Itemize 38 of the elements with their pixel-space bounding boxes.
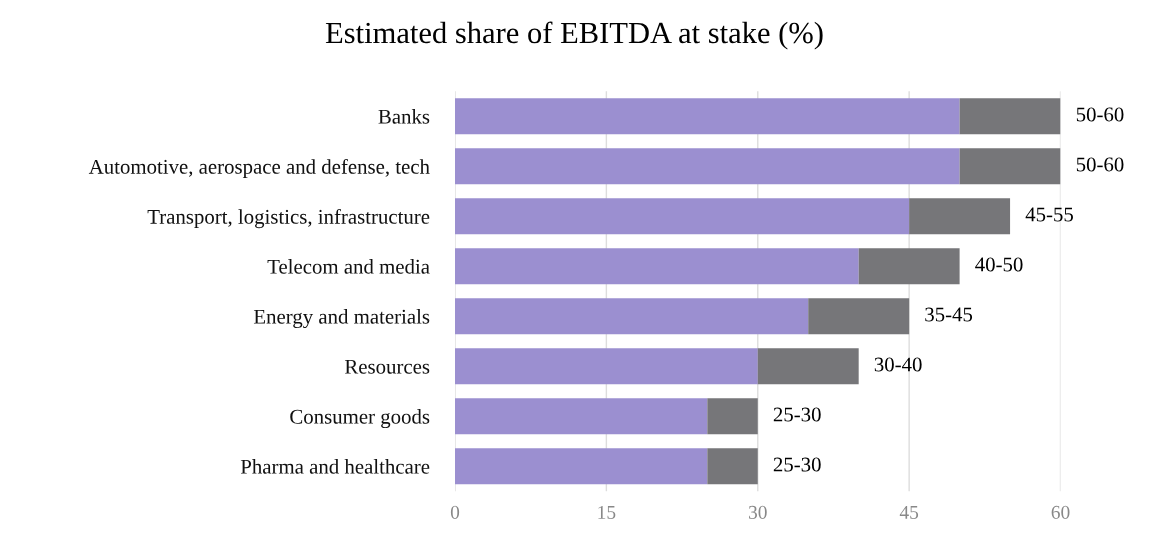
bar [707,448,758,485]
y-tick-label: Resources [344,359,430,374]
bar [455,248,859,285]
total-label: 25-30 [773,407,821,422]
bar [455,98,960,135]
y-tick-label: Banks [378,109,430,124]
bar [455,148,960,185]
bar [858,248,960,285]
bar [455,348,758,385]
bar [909,198,1011,235]
total-label: 30-40 [874,357,922,372]
bar [959,98,1061,135]
bar [959,148,1061,185]
x-tick-label: 0 [450,505,460,519]
y-tick-label: Transport, logistics, infrastructure [147,208,430,229]
total-label: 50-60 [1076,157,1124,172]
bar [707,398,758,435]
total-label: 40-50 [975,257,1023,272]
x-tick-label: 15 [598,505,616,519]
bar [455,448,708,485]
y-tick-label: Automotive, aerospace and defense, tech [88,158,430,179]
total-label: 45-55 [1025,207,1073,222]
y-tick-label: Pharma and healthcare [240,459,430,474]
bar [455,398,708,435]
x-tick-label: 30 [748,505,767,519]
bar [757,348,859,385]
y-tick-label: Telecom and media [267,259,430,274]
chart-title: Estimated share of EBITDA at stake (%) [325,21,823,50]
x-tick-label: 60 [1051,505,1070,519]
y-tick-label: Consumer goods [290,409,430,429]
total-label: 50-60 [1076,107,1124,122]
bar [808,298,910,335]
bar [455,198,910,235]
x-tick-label: 45 [899,505,919,519]
total-label: 25-30 [773,457,821,472]
bar [455,298,809,335]
total-label: 35-45 [925,307,973,322]
y-tick-label: Energy and materials [253,309,430,329]
